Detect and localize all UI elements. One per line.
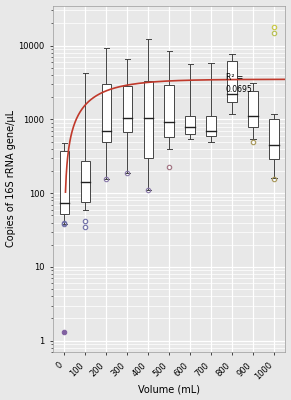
Bar <box>164 85 174 137</box>
Bar <box>102 84 111 142</box>
Bar <box>248 91 258 126</box>
Bar <box>81 161 90 202</box>
Bar <box>269 120 279 159</box>
Bar <box>60 151 69 214</box>
Bar <box>206 116 216 136</box>
X-axis label: Volume (mL): Volume (mL) <box>138 384 200 394</box>
Bar <box>123 86 132 132</box>
Y-axis label: Copies of 16S rRNA gene/μL: Copies of 16S rRNA gene/μL <box>6 110 15 248</box>
Bar <box>143 81 153 158</box>
Bar <box>185 116 195 134</box>
Text: R² =
0.0695: R² = 0.0695 <box>226 74 253 94</box>
Bar <box>227 61 237 102</box>
